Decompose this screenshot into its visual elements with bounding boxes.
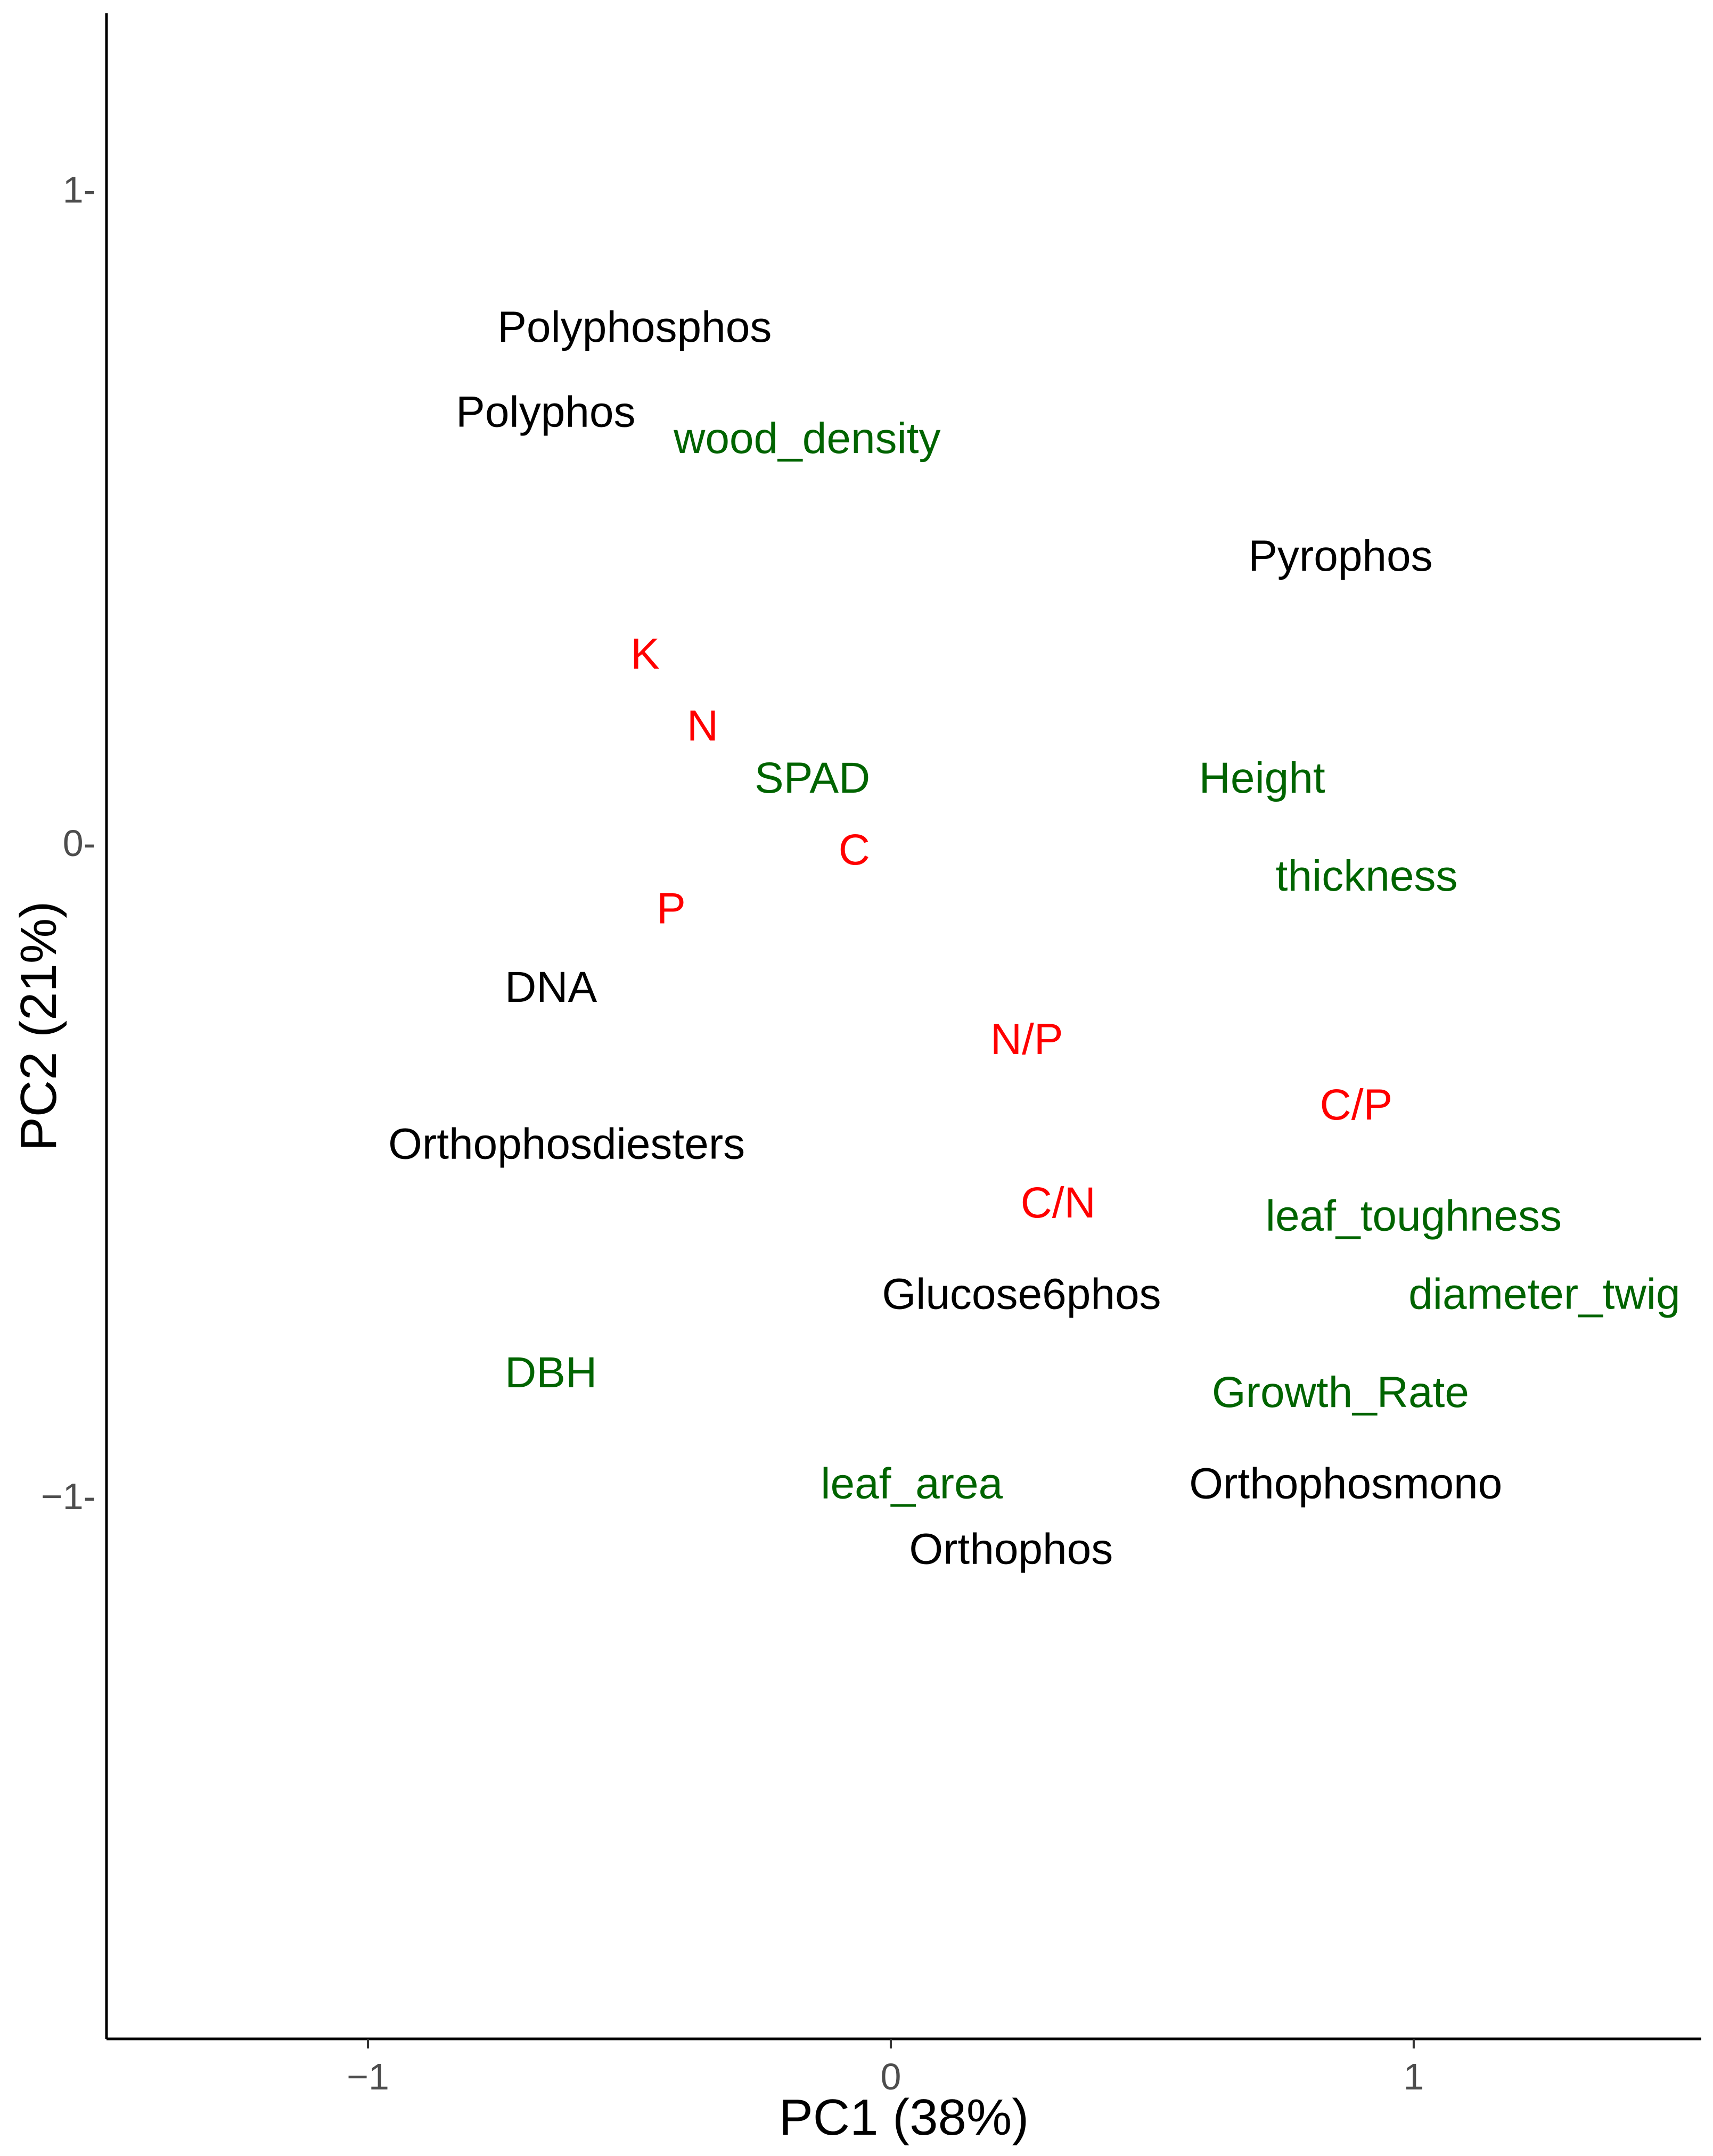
point-label: Glucose6phos	[882, 1270, 1161, 1319]
point-label: DBH	[505, 1348, 597, 1397]
point-label: C/N	[1021, 1179, 1096, 1227]
point-label: N/P	[990, 1015, 1063, 1064]
point-label: leaf_area	[821, 1460, 1003, 1508]
point-label: Orthophosmono	[1189, 1460, 1502, 1508]
point-label: thickness	[1276, 852, 1458, 900]
x-tick-label: −1	[347, 2056, 389, 2097]
y-tick-label: 0-	[63, 822, 96, 864]
point-label: Growth_Rate	[1212, 1368, 1469, 1417]
x-tick-label: 1	[1403, 2056, 1424, 2097]
point-label: K	[630, 630, 660, 678]
point-label: wood_density	[673, 414, 940, 463]
axes: −1 0 1 −1- 0- 1-	[41, 13, 1701, 2097]
point-label: Orthophos	[909, 1525, 1113, 1573]
point-label: N	[687, 702, 718, 750]
y-tick-label: 1-	[63, 169, 96, 210]
point-label: C	[839, 826, 870, 874]
point-label: P	[657, 885, 686, 933]
y-axis-title: PC2 (21%)	[10, 901, 67, 1151]
point-label: DNA	[505, 963, 597, 1011]
point-label: SPAD	[755, 754, 870, 802]
point-label: leaf_toughness	[1266, 1191, 1562, 1240]
point-label: C/P	[1320, 1081, 1393, 1129]
point-label: Pyrophos	[1248, 532, 1432, 580]
x-axis-title: PC1 (38%)	[779, 2089, 1029, 2146]
point-label: Polyphos	[456, 388, 635, 437]
point-label: Polyphosphos	[497, 303, 772, 351]
x-tick-label: 0	[880, 2056, 901, 2097]
y-tick-label: −1-	[41, 1476, 96, 1517]
point-label: Orthophosdiesters	[388, 1120, 745, 1168]
point-label: Height	[1199, 754, 1325, 802]
point-label: diameter_twig	[1408, 1270, 1680, 1319]
point-labels: Polyphosphos Polyphos Pyrophos DNA Orthophos…	[388, 303, 1681, 1573]
